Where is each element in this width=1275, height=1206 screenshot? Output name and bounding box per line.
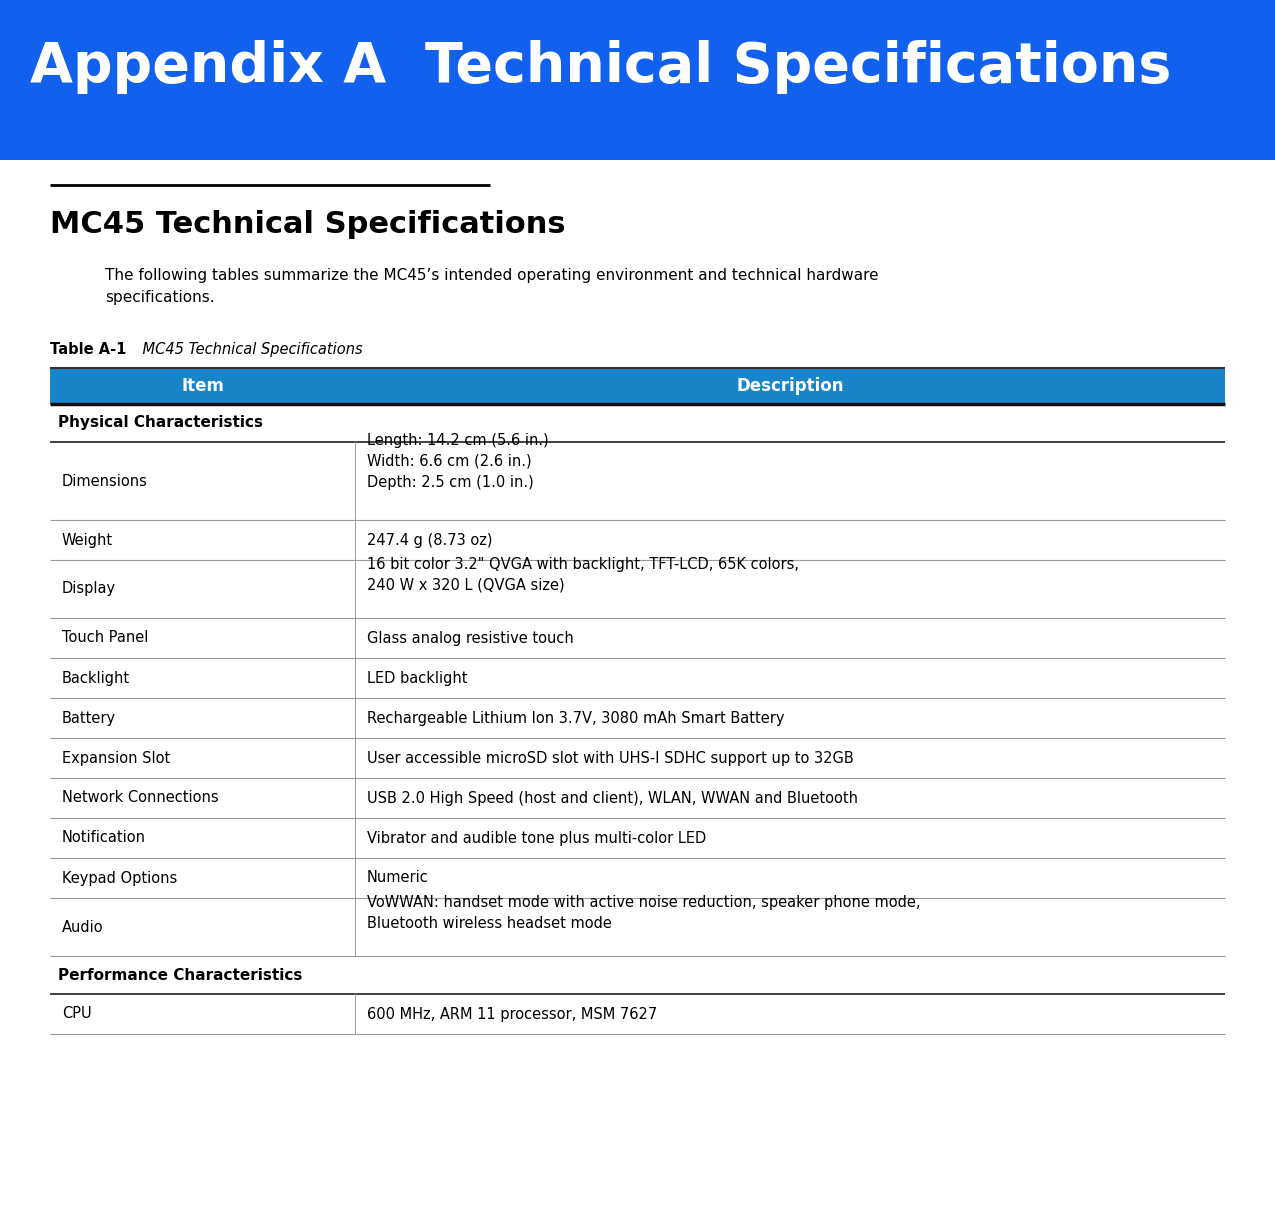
Text: Table A-1: Table A-1 (50, 343, 126, 357)
Text: Keypad Options: Keypad Options (62, 871, 177, 885)
Text: Vibrator and audible tone plus multi-color LED: Vibrator and audible tone plus multi-col… (367, 831, 706, 845)
Text: USB 2.0 High Speed (host and client), WLAN, WWAN and Bluetooth: USB 2.0 High Speed (host and client), WL… (367, 790, 858, 806)
Text: Weight: Weight (62, 533, 113, 548)
Text: 600 MHz, ARM 11 processor, MSM 7627: 600 MHz, ARM 11 processor, MSM 7627 (367, 1007, 657, 1021)
Text: Appendix A  Technical Specifications: Appendix A Technical Specifications (31, 40, 1172, 94)
Text: Notification: Notification (62, 831, 147, 845)
Text: Backlight: Backlight (62, 671, 130, 685)
Bar (0, 0, 1275, 160)
Text: Physical Characteristics: Physical Characteristics (57, 416, 263, 431)
Text: Display: Display (62, 581, 116, 597)
Text: User accessible microSD slot with UHS-I SDHC support up to 32GB: User accessible microSD slot with UHS-I … (367, 750, 854, 766)
Text: Performance Characteristics: Performance Characteristics (57, 967, 302, 983)
Bar (50, 368, 1225, 404)
Text: Battery: Battery (62, 710, 116, 726)
Text: Glass analog resistive touch: Glass analog resistive touch (367, 631, 574, 645)
Text: Dimensions: Dimensions (62, 474, 148, 488)
Text: Touch Panel: Touch Panel (62, 631, 148, 645)
Text: Network Connections: Network Connections (62, 790, 218, 806)
Text: Numeric: Numeric (367, 871, 428, 885)
Text: LED backlight: LED backlight (367, 671, 468, 685)
Text: Description: Description (736, 377, 844, 396)
Text: MC45 Technical Specifications: MC45 Technical Specifications (124, 343, 362, 357)
Text: Rechargeable Lithium Ion 3.7V, 3080 mAh Smart Battery: Rechargeable Lithium Ion 3.7V, 3080 mAh … (367, 710, 784, 726)
Text: VoWWAN: handset mode with active noise reduction, speaker phone mode,
Bluetooth : VoWWAN: handset mode with active noise r… (367, 895, 921, 931)
Text: Audio: Audio (62, 919, 103, 935)
Text: Item: Item (181, 377, 224, 396)
Text: Expansion Slot: Expansion Slot (62, 750, 171, 766)
Text: 16 bit color 3.2" QVGA with backlight, TFT-LCD, 65K colors,
240 W x 320 L (QVGA : 16 bit color 3.2" QVGA with backlight, T… (367, 556, 799, 592)
Text: MC45 Technical Specifications: MC45 Technical Specifications (50, 210, 566, 239)
Text: CPU: CPU (62, 1007, 92, 1021)
Text: 247.4 g (8.73 oz): 247.4 g (8.73 oz) (367, 533, 492, 548)
Text: Length: 14.2 cm (5.6 in.)
Width: 6.6 cm (2.6 in.)
Depth: 2.5 cm (1.0 in.): Length: 14.2 cm (5.6 in.) Width: 6.6 cm … (367, 433, 548, 490)
Text: The following tables summarize the MC45’s intended operating environment and tec: The following tables summarize the MC45’… (105, 268, 878, 305)
